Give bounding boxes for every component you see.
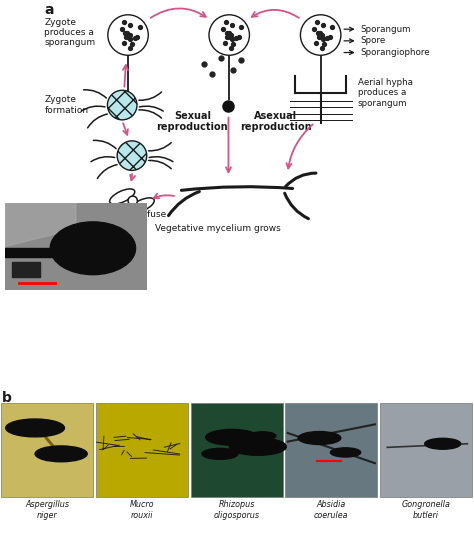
Circle shape bbox=[249, 432, 276, 440]
Text: Aerial hypha
produces a
sporangum: Aerial hypha produces a sporangum bbox=[357, 78, 413, 108]
Circle shape bbox=[35, 446, 87, 462]
Ellipse shape bbox=[109, 189, 135, 204]
Text: Zygote
produces a
sporangum: Zygote produces a sporangum bbox=[45, 18, 96, 47]
Circle shape bbox=[298, 432, 341, 445]
Text: Spore: Spore bbox=[360, 36, 385, 45]
Text: Rhizopus
oligosporus: Rhizopus oligosporus bbox=[213, 500, 260, 520]
Text: Sporangum: Sporangum bbox=[360, 25, 411, 34]
Circle shape bbox=[108, 90, 137, 120]
Text: Vegetative mycelium grows: Vegetative mycelium grows bbox=[155, 224, 281, 233]
Ellipse shape bbox=[129, 198, 154, 213]
Polygon shape bbox=[5, 203, 76, 246]
Circle shape bbox=[117, 141, 147, 171]
Text: Zygote
formation: Zygote formation bbox=[45, 95, 89, 115]
Text: Asexual
reproduction: Asexual reproduction bbox=[240, 111, 312, 133]
Text: Absidia coerulea: Absidia coerulea bbox=[45, 255, 119, 264]
Text: Sexual
reproduction: Sexual reproduction bbox=[156, 111, 228, 133]
Text: Sporangospores of: Sporangospores of bbox=[45, 238, 129, 247]
Bar bbox=[380, 403, 472, 497]
Circle shape bbox=[6, 419, 64, 437]
Text: Mucro
rouxii: Mucro rouxii bbox=[129, 500, 154, 520]
Text: Gongronella
butleri: Gongronella butleri bbox=[401, 500, 451, 520]
Circle shape bbox=[50, 222, 136, 274]
Circle shape bbox=[301, 15, 341, 55]
Text: a: a bbox=[45, 3, 54, 17]
Circle shape bbox=[330, 448, 361, 457]
Circle shape bbox=[209, 15, 249, 55]
Circle shape bbox=[108, 15, 148, 55]
Text: Two gametes fuse: Two gametes fuse bbox=[85, 210, 166, 219]
Bar bbox=[96, 403, 188, 497]
Circle shape bbox=[128, 196, 137, 205]
Text: Sporangiophore: Sporangiophore bbox=[360, 48, 430, 57]
Circle shape bbox=[206, 430, 258, 445]
Text: Absidia
coerulea: Absidia coerulea bbox=[314, 500, 348, 520]
Bar bbox=[285, 403, 377, 497]
Text: Aspergillus
niger: Aspergillus niger bbox=[25, 500, 69, 520]
Bar bbox=[191, 403, 283, 497]
Circle shape bbox=[425, 438, 461, 449]
Text: b: b bbox=[2, 391, 12, 405]
Circle shape bbox=[229, 438, 286, 455]
Bar bbox=[1, 403, 93, 497]
Circle shape bbox=[202, 448, 238, 459]
